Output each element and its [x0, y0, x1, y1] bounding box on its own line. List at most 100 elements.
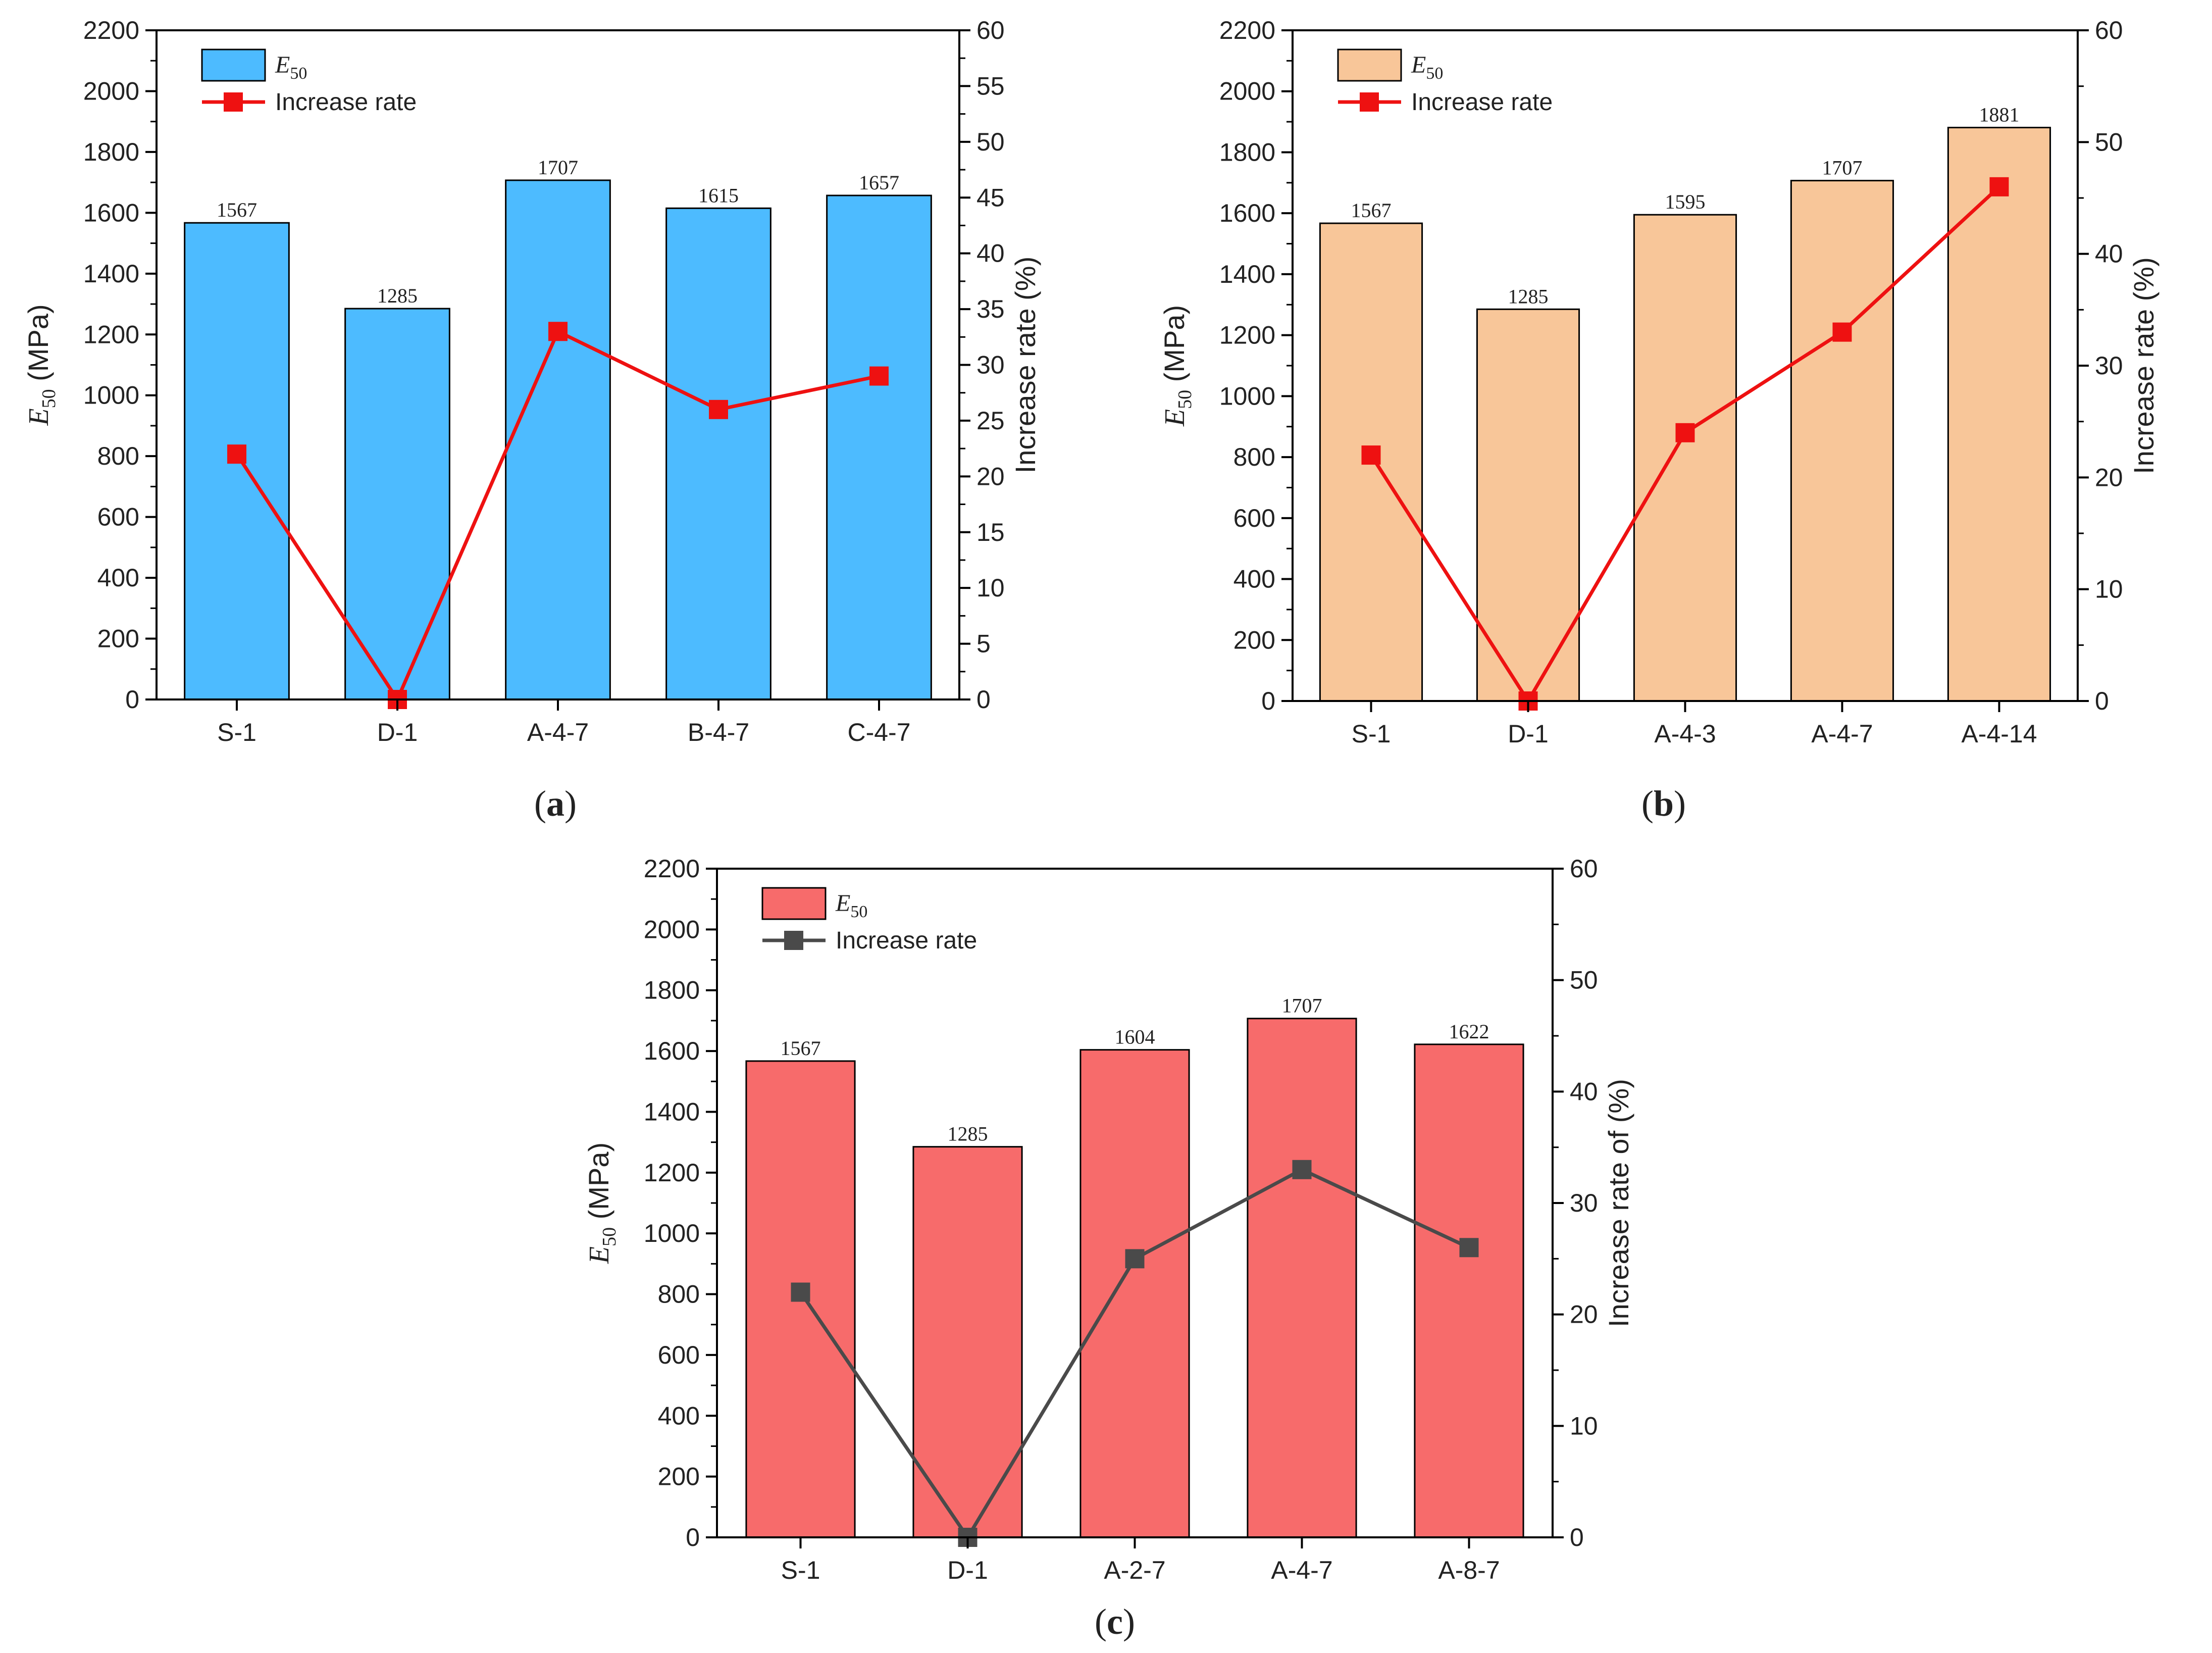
- bar-A-4-7: [1247, 1018, 1357, 1538]
- left-axis-title-subscript: 50: [599, 1227, 620, 1246]
- increase-rate-point: [1125, 1249, 1145, 1269]
- left-tick-label: 600: [1233, 504, 1275, 532]
- left-axis-title-symbol: E: [23, 408, 55, 426]
- bar-value-label: 1285: [1508, 285, 1549, 308]
- right-axis-title: Increase rate of (%): [1603, 1079, 1634, 1327]
- bar-value-label: 1707: [1822, 157, 1863, 179]
- left-tick-label: 1400: [83, 260, 139, 288]
- left-axis-title-unit: (MPa): [1158, 305, 1190, 390]
- bar-A-4-7: [505, 179, 611, 700]
- left-tick-label: 1000: [644, 1219, 700, 1247]
- right-tick-label: 0: [1570, 1523, 1584, 1551]
- left-tick-label: 1800: [83, 138, 139, 166]
- panel-label-open: (: [1641, 783, 1654, 824]
- right-tick-label: 35: [976, 295, 1005, 323]
- x-tick-label: D-1: [947, 1556, 988, 1584]
- x-tick-label: S-1: [217, 718, 256, 746]
- left-tick-label: 1200: [1219, 321, 1275, 349]
- x-tick-label: A-4-3: [1654, 720, 1716, 748]
- left-axis-title-symbol: E: [1159, 409, 1191, 427]
- bar-value-label: 1285: [377, 284, 418, 307]
- increase-rate-point: [709, 399, 728, 419]
- left-axis-title-unit: (MPa): [583, 1142, 614, 1227]
- legend-bar-subscript: 50: [850, 903, 867, 921]
- left-tick-label: 2200: [83, 16, 139, 44]
- right-axis-title: Increase rate (%): [2128, 257, 2159, 474]
- left-tick-label: 2000: [1219, 77, 1275, 106]
- legend-line-marker: [224, 92, 243, 112]
- left-tick-label: 1600: [1219, 199, 1275, 227]
- panel-label-open: (: [534, 783, 546, 824]
- x-tick-label: A-2-7: [1104, 1556, 1165, 1584]
- legend-bar-subscript: 50: [1426, 64, 1443, 83]
- legend-line-label: Increase rate: [1411, 89, 1553, 116]
- legend-line-label: Increase rate: [275, 89, 417, 116]
- panel-label-letter: c: [1107, 1601, 1123, 1642]
- legend-bar-swatch: [201, 48, 266, 82]
- left-tick-label: 400: [658, 1401, 700, 1430]
- right-tick-label: 10: [1570, 1412, 1598, 1440]
- right-tick-label: 40: [976, 239, 1005, 268]
- increase-rate-point: [869, 366, 889, 386]
- left-tick-label: 1400: [1219, 260, 1275, 288]
- legend-line-label: Increase rate: [836, 927, 977, 954]
- left-tick-label: 2000: [644, 915, 700, 943]
- right-tick-label: 20: [2095, 463, 2123, 491]
- panel-label: (b): [1641, 783, 1686, 824]
- legend-line-marker: [1360, 92, 1379, 112]
- panel-label-close: ): [1674, 783, 1686, 824]
- left-tick-label: 1200: [644, 1159, 700, 1187]
- right-tick-label: 60: [2095, 16, 2123, 44]
- legend-bar-symbol: E: [1411, 52, 1426, 78]
- chart-panel-b: 1567128515951707188102004006008001000120…: [1158, 16, 2159, 824]
- legend-bar-swatch: [1337, 48, 1402, 82]
- legend-bar-swatch: [761, 887, 827, 920]
- increase-rate-point: [1459, 1238, 1479, 1258]
- left-axis-title: E50 (MPa): [22, 304, 60, 426]
- legend-bar-label: E50: [275, 52, 307, 83]
- left-tick-label: 800: [97, 442, 139, 470]
- left-tick-label: 200: [658, 1463, 700, 1491]
- bar-value-label: 1657: [859, 171, 899, 194]
- left-tick-label: 400: [97, 564, 139, 592]
- right-tick-label: 5: [976, 630, 991, 658]
- chart-panel-c: 1567128516041707162202004006008001000120…: [583, 855, 1634, 1642]
- left-axis-title: E50 (MPa): [583, 1142, 620, 1264]
- right-tick-label: 40: [2095, 240, 2123, 268]
- left-tick-label: 1800: [1219, 138, 1275, 166]
- left-tick-label: 1600: [83, 198, 139, 227]
- right-tick-label: 20: [976, 462, 1005, 490]
- bar-value-label: 1567: [781, 1037, 821, 1060]
- right-tick-label: 25: [976, 407, 1005, 435]
- right-tick-label: 30: [2095, 352, 2123, 380]
- right-tick-label: 50: [1570, 966, 1598, 994]
- increase-rate-point: [1832, 322, 1852, 342]
- left-tick-label: 2000: [83, 77, 139, 105]
- left-tick-label: 0: [1261, 687, 1275, 715]
- x-tick-label: A-4-7: [1271, 1556, 1332, 1584]
- right-tick-label: 30: [1570, 1189, 1598, 1217]
- right-axis-title: Increase rate (%): [1009, 257, 1041, 474]
- bar-value-label: 1285: [948, 1123, 988, 1145]
- bar-value-label: 1567: [1351, 199, 1392, 222]
- bar-A-4-14: [1947, 127, 2051, 702]
- bar-D-1: [1476, 308, 1580, 702]
- left-tick-label: 1400: [644, 1097, 700, 1126]
- x-tick-label: A-8-7: [1438, 1556, 1500, 1584]
- panel-label: (a): [534, 783, 577, 824]
- legend-bar-label: E50: [835, 890, 867, 921]
- bar-value-label: 1595: [1665, 190, 1706, 213]
- x-tick-label: B-4-7: [688, 718, 749, 746]
- left-tick-label: 1800: [644, 976, 700, 1005]
- left-axis-title-subscript: 50: [1174, 390, 1196, 409]
- bar-A-4-7: [1790, 180, 1894, 702]
- left-tick-label: 0: [125, 685, 139, 714]
- legend-bar-symbol: E: [835, 890, 850, 917]
- increase-rate-point: [1675, 423, 1695, 442]
- right-tick-label: 20: [1570, 1300, 1598, 1329]
- right-tick-label: 10: [976, 574, 1005, 602]
- increase-rate-point: [791, 1282, 810, 1302]
- bar-D-1: [344, 308, 450, 700]
- right-tick-label: 60: [976, 16, 1005, 44]
